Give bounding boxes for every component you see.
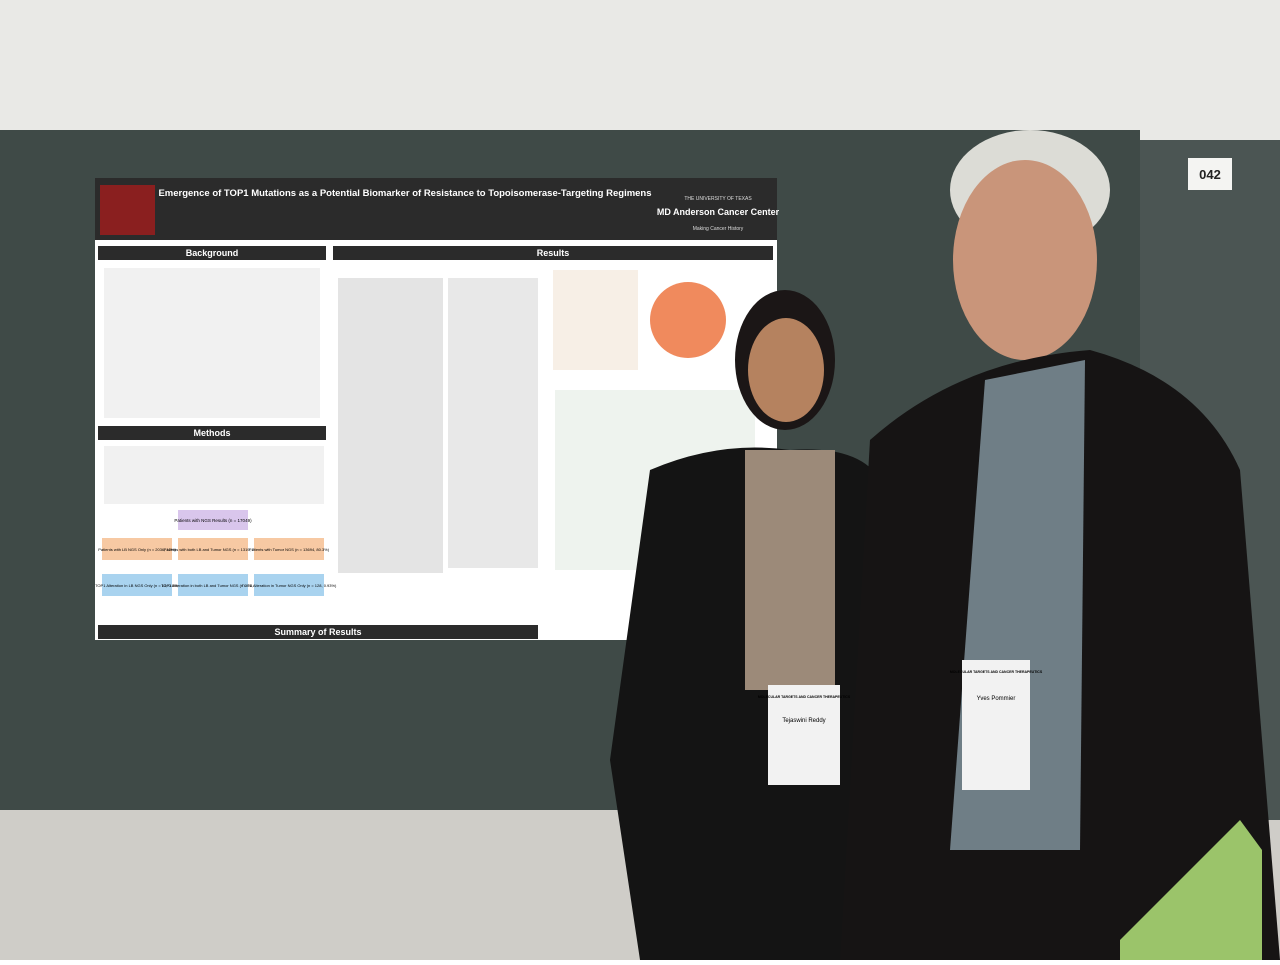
flow-box [254,538,324,560]
flow-text: TOP1 Alteration in LB NGS Only (n = 13, … [95,583,180,588]
flow-box [178,510,248,530]
badge-name: Tejaswini Reddy [782,718,825,724]
poster-header [95,178,777,240]
face [953,160,1097,360]
section-bar [98,426,326,440]
flow-text: Patients with both LB and Tumor NGS (n =… [164,547,263,552]
methods-text [104,446,324,504]
flow-box [254,574,324,596]
flow-text: Patients with LB NGS Only (n = 2036, 12%… [98,547,176,552]
pie-chart-figure [650,282,726,358]
badge [962,660,1030,790]
poster-title: Emergence of TOP1 Mutations as a Potenti… [158,188,651,199]
section-title: Summary of Results [274,627,361,637]
background-text [104,268,320,418]
badge [768,685,840,785]
top [745,450,835,690]
flow-text: TOP1 Alteration in Tumor NGS Only (n = 1… [242,583,337,588]
folder [1120,820,1262,960]
results-table [338,278,443,573]
results-table [448,278,538,568]
poster-logo-art [100,185,155,235]
section-bar [333,246,773,260]
flow-box [178,574,248,596]
institution-name: MD Anderson Cancer Center [657,207,780,217]
section-title: Background [186,248,239,258]
flow-text: TOP1 Alteration in both LB and Tumor NGS… [161,583,265,588]
flow-text: Patients with NGS Results (n = 17049) [174,518,252,523]
section-title: Results [537,248,570,258]
institution-top: THE UNIVERSITY OF TEXAS [684,196,752,202]
badge-event: MOLECULAR TARGETS AND CANCER THERAPEUTIC… [758,695,851,699]
booth-sign [1188,158,1232,190]
flow-box [178,538,248,560]
flow-text: Patients with Tumor NGS (n = 13694, 80.3… [249,547,330,552]
institution-tagline: Making Cancer History [693,226,744,232]
badge-name: Yves Pommier [977,696,1016,702]
section-bar [98,246,326,260]
flow-box [102,538,172,560]
bar-chart-figure [553,270,638,370]
booth-number: 042 [1199,167,1221,182]
face [748,318,824,422]
badge-event: MOLECULAR TARGETS AND CANCER THERAPEUTIC… [950,670,1043,674]
section-title: Methods [194,428,231,438]
section-bar [98,625,538,639]
flow-box [102,574,172,596]
